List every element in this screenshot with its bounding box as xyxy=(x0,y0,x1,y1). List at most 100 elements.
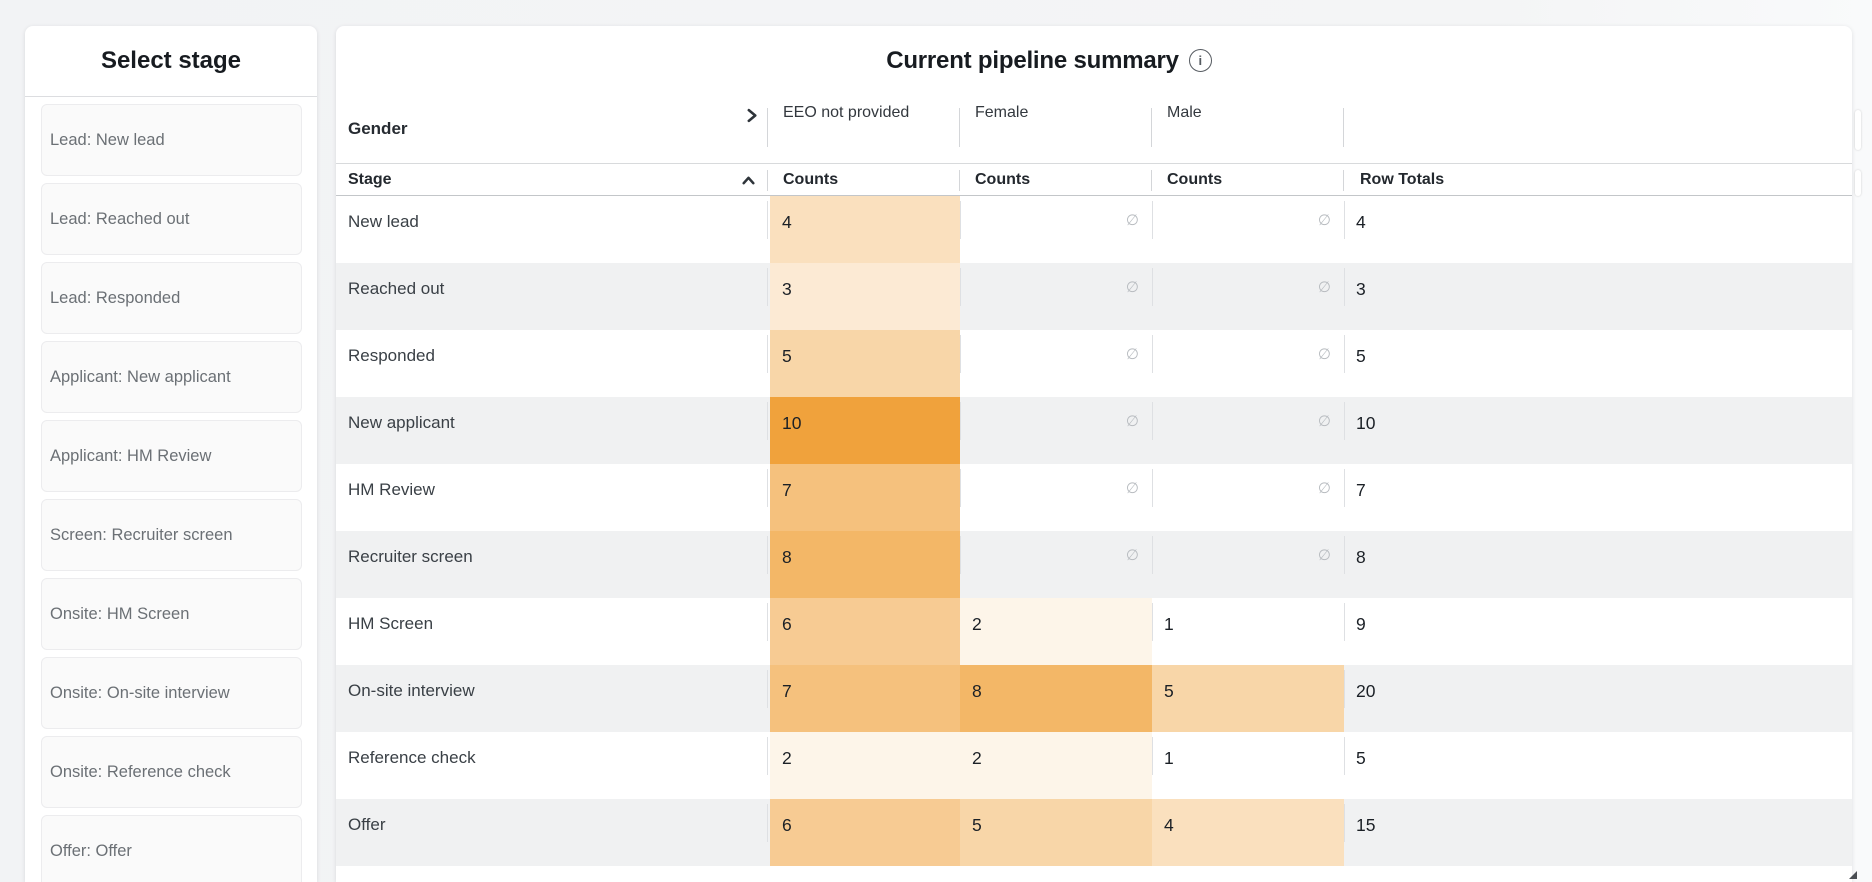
stage-cell: Reference check xyxy=(348,748,476,767)
count-value: 5 xyxy=(782,346,792,366)
stage-cell: New applicant xyxy=(348,413,455,432)
stage-item[interactable]: Applicant: HM Review xyxy=(41,420,302,492)
column-divider xyxy=(960,469,961,507)
stage-item[interactable]: Offer: Offer xyxy=(41,815,302,882)
column-divider xyxy=(959,170,960,191)
table-header-row: Stage Counts Counts Counts Row Totals xyxy=(336,163,1852,196)
column-divider xyxy=(1152,335,1153,373)
counts-column-header[interactable]: Counts xyxy=(783,171,839,188)
stage-cell: Recruiter screen xyxy=(348,547,473,566)
row-total-cell: 5 xyxy=(1344,732,1852,799)
table-row: Responded 5 ∅ ∅ 5 xyxy=(336,330,1852,397)
column-divider xyxy=(767,170,768,191)
count-cell: 2 xyxy=(960,732,1152,799)
table-row: New lead 4 ∅ ∅ 4 xyxy=(336,196,1852,263)
scrollbar[interactable] xyxy=(1855,170,1861,196)
chevron-up-icon[interactable] xyxy=(738,170,758,190)
counts-column-header[interactable]: Counts xyxy=(975,171,1031,188)
count-cell: 6 xyxy=(767,598,960,665)
stage-item[interactable]: Onsite: On-site interview xyxy=(41,657,302,729)
resize-handle-icon[interactable] xyxy=(1849,871,1857,879)
info-circle-icon[interactable]: i xyxy=(1188,49,1212,72)
row-total-cell: 20 xyxy=(1344,665,1852,732)
row-total-value: 8 xyxy=(1356,547,1366,567)
row-total-value: 4 xyxy=(1356,212,1366,232)
column-divider xyxy=(767,603,768,641)
counts-column-header[interactable]: Counts xyxy=(1167,171,1223,188)
chevron-right-icon[interactable] xyxy=(740,104,762,126)
column-divider xyxy=(1344,804,1345,842)
stage-item[interactable]: Lead: Reached out xyxy=(41,183,302,255)
scrollbar[interactable] xyxy=(1855,110,1861,150)
count-value: 1 xyxy=(1164,614,1174,634)
stage-item[interactable]: Lead: New lead xyxy=(41,104,302,176)
count-cell: ∅ xyxy=(960,330,1152,397)
empty-value-icon: ∅ xyxy=(1317,212,1331,229)
column-divider xyxy=(1344,335,1345,373)
row-total-cell: 9 xyxy=(1344,598,1852,665)
stage-item[interactable]: Lead: Responded xyxy=(41,262,302,334)
empty-value-icon: ∅ xyxy=(1125,547,1139,564)
count-cell: 7 xyxy=(767,464,960,531)
count-value: 5 xyxy=(1164,681,1174,701)
count-cell: 7 xyxy=(767,665,960,732)
column-divider xyxy=(1152,737,1153,775)
column-divider xyxy=(1344,201,1345,239)
row-total-cell: 5 xyxy=(1344,330,1852,397)
column-divider xyxy=(1151,170,1152,191)
count-value: 8 xyxy=(972,681,982,701)
table-row: Offer 6 5 4 15 xyxy=(336,799,1852,866)
table-row: Reached out 3 ∅ ∅ 3 xyxy=(336,263,1852,330)
column-divider xyxy=(1343,108,1344,147)
row-totals-column-header[interactable]: Row Totals xyxy=(1360,171,1445,188)
table-row: HM Screen 6 2 1 9 xyxy=(336,598,1852,665)
column-divider xyxy=(1152,201,1153,239)
count-value: 5 xyxy=(972,815,982,835)
stage-cell: Reached out xyxy=(348,279,445,298)
row-total-value: 5 xyxy=(1356,346,1366,366)
column-divider xyxy=(767,108,768,147)
stage-item[interactable]: Onsite: Reference check xyxy=(41,736,302,808)
row-total-cell: 15 xyxy=(1344,799,1852,866)
count-value: 10 xyxy=(782,413,802,433)
empty-value-icon: ∅ xyxy=(1317,413,1331,430)
column-divider xyxy=(1152,268,1153,306)
stage-column-header[interactable]: Stage xyxy=(348,171,392,188)
row-total-cell: 8 xyxy=(1344,531,1852,598)
count-cell: 8 xyxy=(960,665,1152,732)
gender-col-female: Female xyxy=(975,104,1029,121)
stage-item[interactable]: Applicant: New applicant xyxy=(41,341,302,413)
table-body: New lead 4 ∅ ∅ 4 Reached out 3 ∅ ∅ 3 Responded 5 ∅ ∅ 5… xyxy=(336,196,1852,866)
column-divider xyxy=(1152,603,1153,641)
column-divider xyxy=(959,108,960,147)
count-cell: ∅ xyxy=(960,196,1152,263)
column-divider xyxy=(960,201,961,239)
row-total-value: 7 xyxy=(1356,480,1366,500)
stage-item[interactable]: Onsite: HM Screen xyxy=(41,578,302,650)
count-cell: ∅ xyxy=(1152,464,1344,531)
count-value: 6 xyxy=(782,614,792,634)
column-divider xyxy=(767,670,768,708)
stage-cell: On-site interview xyxy=(348,681,475,700)
column-divider xyxy=(1152,402,1153,440)
count-value: 2 xyxy=(972,748,982,768)
count-cell: 4 xyxy=(767,196,960,263)
count-cell: ∅ xyxy=(960,263,1152,330)
gender-group-row: Gender EEO not provided Female Male xyxy=(336,95,1852,163)
column-divider xyxy=(767,536,768,574)
count-value: 7 xyxy=(782,681,792,701)
column-divider xyxy=(960,268,961,306)
empty-value-icon: ∅ xyxy=(1125,413,1139,430)
count-cell: 1 xyxy=(1152,732,1344,799)
gender-col-eeo-not-provided: EEO not provided xyxy=(783,104,910,121)
count-value: 4 xyxy=(1164,815,1174,835)
count-cell: ∅ xyxy=(1152,531,1344,598)
pipeline-summary-panel: Current pipeline summary i Gender EEO no… xyxy=(336,26,1852,882)
column-divider xyxy=(767,469,768,507)
count-value: 3 xyxy=(782,279,792,299)
row-total-value: 10 xyxy=(1356,413,1376,433)
table-row: Reference check 2 2 1 5 xyxy=(336,732,1852,799)
empty-value-icon: ∅ xyxy=(1317,480,1331,497)
stage-item[interactable]: Screen: Recruiter screen xyxy=(41,499,302,571)
row-total-value: 15 xyxy=(1356,815,1376,835)
